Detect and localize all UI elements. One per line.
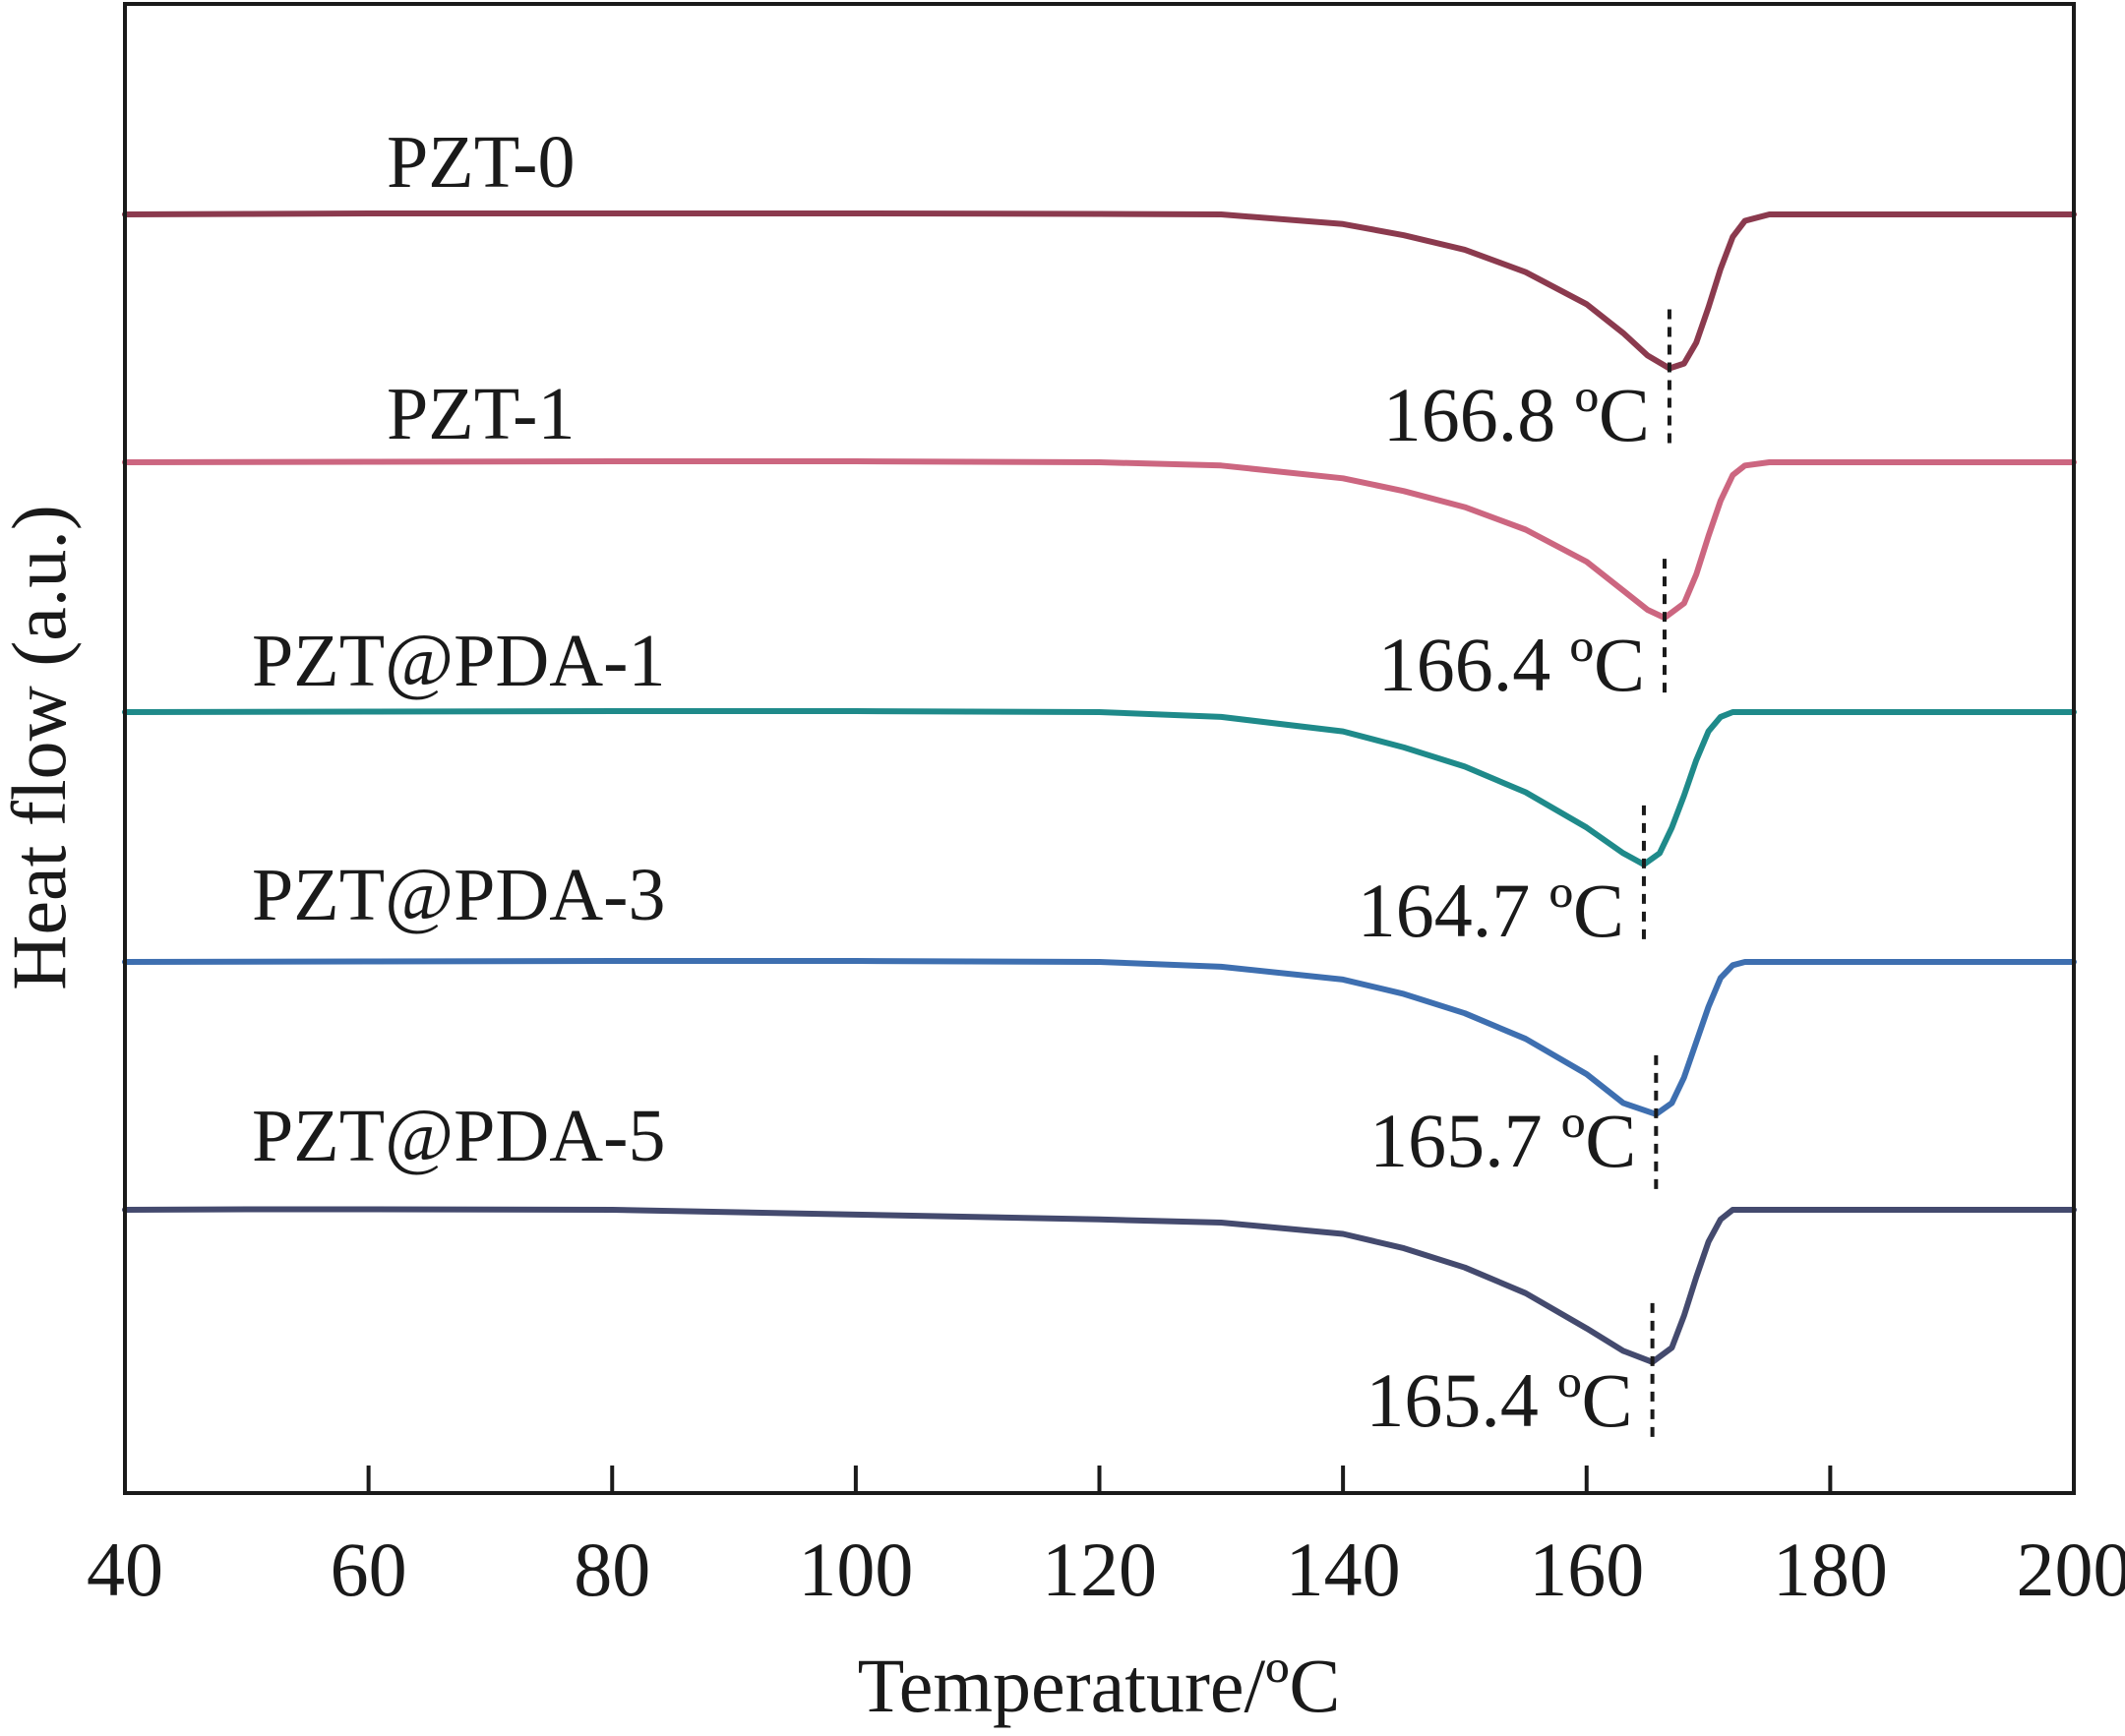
plot-frame <box>123 2 2076 1495</box>
y-axis-title: Heat flow (a.u.) <box>0 505 82 990</box>
series-line-PZT-0 <box>122 210 2077 372</box>
peak-label: 164.7 ºC <box>1358 868 1624 953</box>
series-line-PZT@PDA-3 <box>122 958 2077 1117</box>
series-line-PZT@PDA-1 <box>122 708 2077 868</box>
peak-label: 166.4 ºC <box>1378 622 1645 707</box>
x-tick-label: 60 <box>331 1526 407 1612</box>
peak-label: 166.8 ºC <box>1383 372 1650 457</box>
series-line-PZT@PDA-5 <box>122 1206 2077 1365</box>
series-layer: PZT-0 166.8 ºC PZT-1 166.4 ºC PZT@PDA-1 164.7… <box>122 121 2077 1443</box>
x-tick-label: 140 <box>1286 1526 1401 1612</box>
x-axis-title: Temperature/ºC <box>858 1643 1341 1728</box>
peak-label: 165.4 ºC <box>1366 1357 1632 1443</box>
x-tick-label: 40 <box>87 1526 163 1612</box>
x-tick-label: 120 <box>1042 1526 1157 1612</box>
x-tick-label: 100 <box>798 1526 913 1612</box>
x-tick-label: 180 <box>1773 1526 1888 1612</box>
series-line-PZT-1 <box>122 458 2077 622</box>
series-label: PZT-1 <box>387 373 575 455</box>
x-axis-ticks: 40 60 80 100 120 140 160 180 200 <box>87 1466 2125 1612</box>
series-label: PZT-0 <box>387 121 575 204</box>
x-tick-label: 160 <box>1529 1526 1644 1612</box>
x-tick-label: 200 <box>2017 1526 2125 1612</box>
series-label: PZT@PDA-5 <box>252 1095 665 1177</box>
series-label: PZT@PDA-1 <box>252 620 665 702</box>
peak-label: 165.7 ºC <box>1369 1098 1636 1183</box>
series-label: PZT@PDA-3 <box>252 854 665 936</box>
x-tick-label: 80 <box>574 1526 650 1612</box>
